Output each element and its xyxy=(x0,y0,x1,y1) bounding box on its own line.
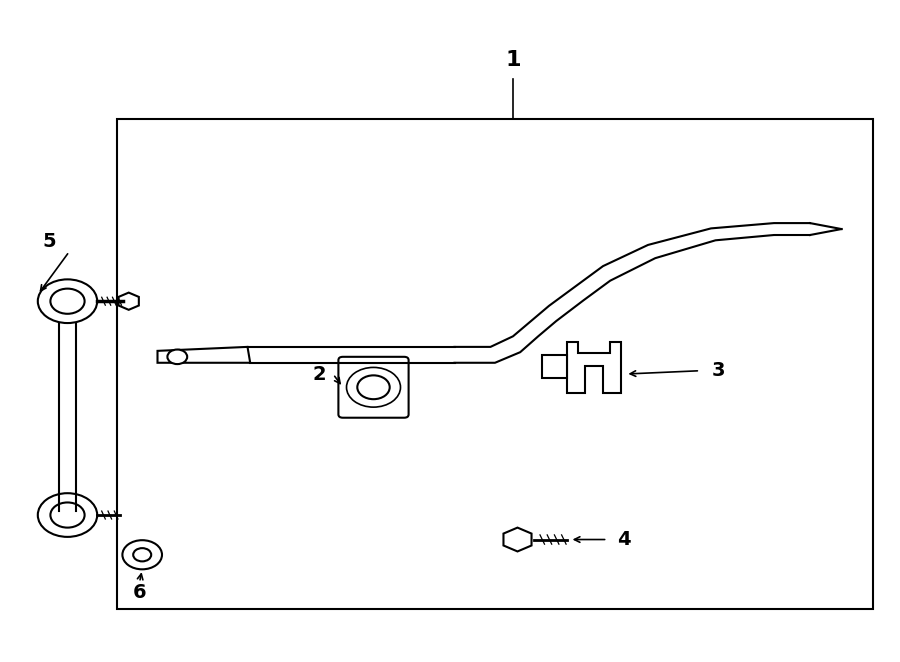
Circle shape xyxy=(122,540,162,569)
Circle shape xyxy=(38,493,97,537)
Circle shape xyxy=(50,502,85,528)
Text: 6: 6 xyxy=(132,583,147,602)
Polygon shape xyxy=(503,528,532,551)
Polygon shape xyxy=(119,293,139,310)
Circle shape xyxy=(133,548,151,561)
Text: 1: 1 xyxy=(505,50,521,70)
Polygon shape xyxy=(158,347,250,363)
Circle shape xyxy=(50,289,85,314)
Circle shape xyxy=(346,367,400,407)
Bar xyxy=(117,119,873,609)
Text: 2: 2 xyxy=(312,365,327,383)
Text: 3: 3 xyxy=(712,361,725,380)
Polygon shape xyxy=(542,355,567,378)
FancyBboxPatch shape xyxy=(338,357,409,418)
Text: 5: 5 xyxy=(42,232,57,251)
Polygon shape xyxy=(567,342,621,393)
Circle shape xyxy=(38,279,97,323)
Text: 4: 4 xyxy=(616,530,631,549)
Circle shape xyxy=(167,350,187,364)
Circle shape xyxy=(357,375,390,399)
